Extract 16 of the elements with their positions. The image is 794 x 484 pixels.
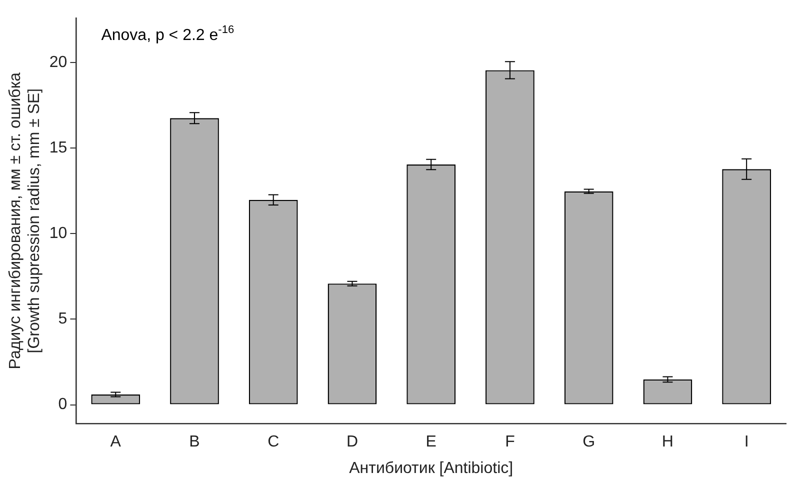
x-tick-label: I — [744, 434, 749, 451]
x-tick-label: E — [426, 434, 436, 451]
x-axis-title: Антибиотик [Antibiotic] — [349, 460, 514, 477]
x-tick-label: H — [662, 434, 674, 451]
y-tick-label: 20 — [49, 54, 68, 71]
y-tick-label: 5 — [58, 310, 68, 328]
x-tick-label: B — [189, 434, 200, 451]
x-tick-label: F — [505, 434, 516, 451]
x-tick-label: A — [110, 434, 122, 451]
y-tick-label: 0 — [58, 396, 68, 414]
x-tick-label: C — [268, 434, 280, 451]
y-tick-label: 10 — [49, 225, 68, 242]
y-tick-label: 15 — [49, 139, 68, 156]
y-axis-title: Радиус ингибирования, мм ± ст. ошибка [Growth supression radius, mm ± SE] — [7, 72, 44, 370]
x-tick-label: G — [582, 434, 596, 451]
x-tick-label: D — [346, 434, 358, 451]
